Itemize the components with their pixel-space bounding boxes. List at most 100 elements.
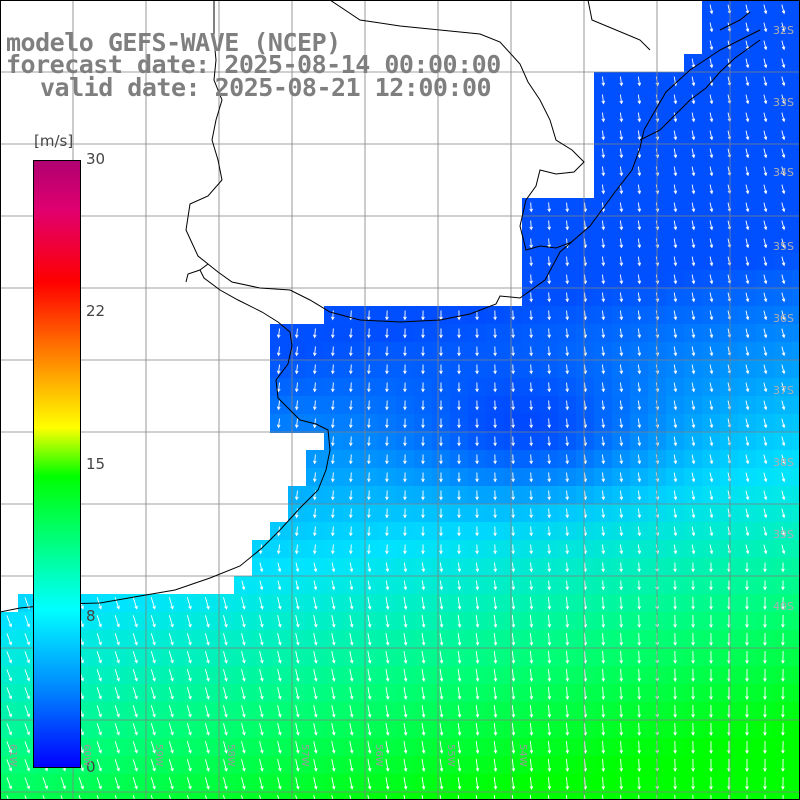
- wind-arrow: [367, 597, 372, 610]
- wind-arrow: [709, 490, 714, 501]
- wind-speed-cell: [360, 540, 379, 559]
- wind-arrow: [168, 597, 174, 610]
- wind-arrow: [367, 741, 372, 754]
- wind-arrow: [331, 597, 336, 610]
- wind-arrow: [781, 274, 786, 285]
- wind-speed-cell: [522, 792, 541, 800]
- wind-speed-cell: [450, 324, 469, 343]
- wind-speed-cell: [324, 486, 343, 505]
- wind-arrow: [781, 328, 786, 339]
- wind-arrow: [421, 364, 425, 375]
- wind-arrow: [385, 562, 390, 573]
- wind-arrow: [763, 256, 768, 267]
- wind-speed-cell: [720, 774, 739, 793]
- wind-arrow: [367, 651, 372, 664]
- wind-arrow: [781, 526, 786, 537]
- wind-arrow: [547, 328, 551, 339]
- wind-arrow: [529, 328, 533, 339]
- wind-arrow: [150, 777, 156, 790]
- wind-arrow: [439, 723, 444, 736]
- wind-speed-cell: [648, 720, 667, 739]
- wind-speed-cell: [702, 720, 721, 739]
- wind-arrow: [781, 722, 785, 736]
- wind-arrow: [439, 346, 443, 357]
- wind-speed-cell: [324, 360, 343, 379]
- wind-arrow: [745, 22, 750, 33]
- wind-arrow: [710, 794, 712, 800]
- wind-speed-cell: [576, 792, 595, 800]
- wind-arrow: [367, 687, 372, 700]
- wind-speed-cell: [792, 288, 800, 307]
- wind-arrow: [547, 364, 551, 375]
- wind-arrow: [493, 418, 497, 429]
- wind-arrow: [150, 759, 156, 772]
- wind-arrow: [24, 651, 30, 664]
- wind-speed-cell: [522, 270, 541, 289]
- wind-arrow: [421, 759, 426, 772]
- wind-speed-cell: [684, 756, 703, 775]
- wind-speed-cell: [774, 576, 793, 595]
- wind-arrow: [709, 740, 713, 754]
- wind-arrow: [223, 705, 228, 718]
- wind-arrow: [150, 687, 156, 700]
- wind-arrow: [439, 544, 443, 555]
- wind-arrow: [294, 508, 299, 519]
- wind-speed-cell: [558, 684, 577, 703]
- wind-speed-cell: [450, 486, 469, 505]
- wind-arrow: [475, 776, 480, 790]
- wind-arrow: [457, 328, 461, 339]
- wind-speed-cell: [738, 612, 757, 631]
- wind-arrow: [186, 669, 192, 682]
- wind-speed-cell: [306, 360, 325, 379]
- wind-arrow: [457, 704, 462, 718]
- wind-speed-cell: [324, 792, 343, 800]
- wind-arrow: [673, 256, 678, 267]
- wind-speed-cell: [630, 612, 649, 631]
- wind-speed-cell: [504, 306, 523, 325]
- wind-speed-cell: [756, 594, 775, 613]
- wind-speed-cell: [486, 396, 505, 415]
- wind-speed-cell: [594, 576, 613, 595]
- wind-arrow: [529, 686, 534, 700]
- lon-label: 58W: [225, 744, 236, 767]
- wind-arrow: [547, 686, 552, 700]
- wind-arrow: [709, 562, 713, 573]
- wind-arrow: [204, 759, 210, 772]
- wind-arrow: [745, 400, 750, 411]
- wind-arrow: [421, 544, 425, 555]
- wind-arrow: [475, 632, 480, 646]
- wind-speed-cell: [342, 540, 361, 559]
- wind-arrow: [619, 220, 624, 231]
- wind-speed-cell: [522, 468, 541, 487]
- wind-arrow: [403, 741, 408, 754]
- wind-arrow: [565, 526, 570, 537]
- wind-speed-cell: [378, 450, 397, 469]
- wind-arrow: [637, 274, 642, 285]
- map-title-model: modelo GEFS-WAVE (NCEP): [6, 28, 341, 57]
- wind-speed-cell: [774, 648, 793, 667]
- wind-speed-cell: [486, 504, 505, 523]
- wind-arrow: [259, 687, 264, 700]
- wind-speed-cell: [594, 774, 613, 793]
- wind-speed-cell: [648, 576, 667, 595]
- wind-arrow: [367, 454, 371, 465]
- wind-arrow: [223, 633, 228, 646]
- wind-arrow: [132, 633, 138, 646]
- wind-arrow: [511, 400, 515, 411]
- wind-arrow: [204, 723, 210, 736]
- wind-arrow: [421, 346, 425, 357]
- wind-speed-cell: [666, 702, 685, 721]
- wind-arrow: [673, 346, 678, 357]
- wind-arrow: [709, 472, 714, 483]
- wind-arrow: [620, 794, 622, 800]
- wind-arrow: [331, 741, 336, 754]
- wind-arrow: [439, 669, 444, 682]
- wind-arrow: [781, 544, 786, 555]
- wind-arrow: [529, 292, 533, 303]
- wind-arrow: [421, 687, 426, 700]
- wind-speed-cell: [738, 774, 757, 793]
- wind-arrow: [349, 580, 354, 591]
- wind-arrow: [439, 382, 443, 393]
- wind-arrow: [745, 544, 750, 555]
- wind-arrow: [511, 704, 516, 718]
